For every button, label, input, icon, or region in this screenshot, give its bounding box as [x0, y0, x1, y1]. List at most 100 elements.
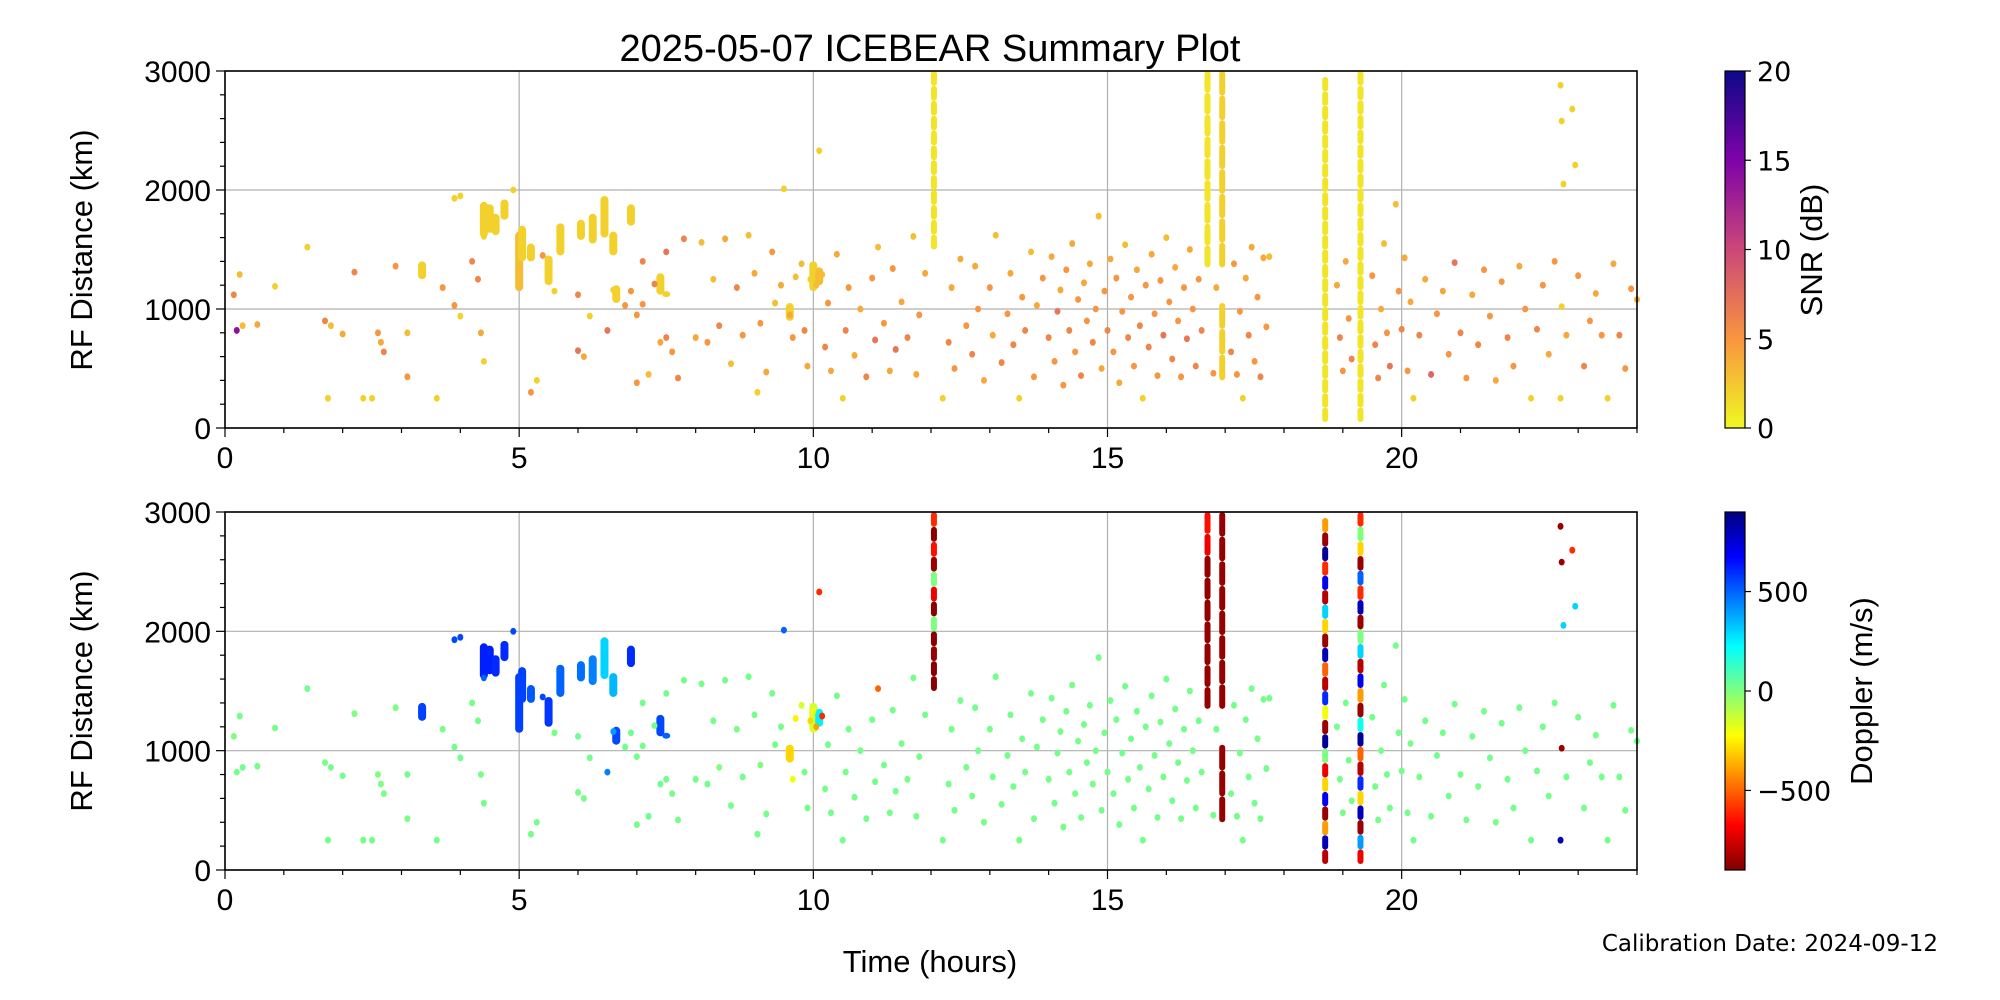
data-point — [763, 810, 770, 818]
data-point — [1398, 767, 1405, 775]
data-point — [798, 701, 805, 709]
data-point — [669, 348, 676, 356]
data-point — [1030, 815, 1037, 823]
cluster-mark — [588, 655, 597, 686]
data-point — [1263, 765, 1270, 772]
data-point — [239, 322, 246, 330]
data-point — [1604, 394, 1611, 402]
data-point — [963, 763, 970, 771]
data-point — [1154, 814, 1161, 821]
data-point — [1039, 716, 1046, 724]
data-point — [1107, 255, 1114, 263]
data-point — [957, 255, 964, 263]
data-point — [904, 775, 911, 783]
data-point — [1598, 773, 1605, 781]
data-point — [1072, 790, 1079, 798]
data-point — [439, 284, 446, 291]
streak-segment — [1219, 684, 1226, 709]
data-point — [1010, 783, 1017, 790]
data-point — [1151, 752, 1158, 759]
data-point — [1233, 812, 1240, 820]
y-tick-label: 3000 — [144, 497, 211, 530]
streak-segment — [930, 130, 937, 146]
streak-segment — [1219, 71, 1226, 96]
data-point — [604, 327, 611, 334]
streak-segment — [1204, 201, 1211, 224]
data-point — [1060, 381, 1067, 389]
data-point — [1213, 725, 1220, 733]
data-point — [304, 243, 311, 251]
streak-segment — [1357, 629, 1364, 645]
data-point — [825, 299, 832, 307]
data-point — [1392, 200, 1399, 208]
data-point — [904, 334, 911, 341]
data-point — [622, 743, 629, 751]
streak-segment — [930, 219, 937, 235]
data-point — [1066, 327, 1073, 334]
data-point — [633, 753, 640, 761]
data-point — [839, 394, 846, 402]
data-point — [1251, 357, 1258, 365]
data-point — [1104, 768, 1111, 776]
cluster-mark — [662, 291, 671, 298]
data-point — [1192, 804, 1199, 812]
streak-segment — [1322, 546, 1329, 562]
y-tick-label: 2000 — [144, 175, 211, 208]
data-point — [533, 818, 540, 826]
streak-segment — [930, 190, 937, 205]
data-point — [1213, 284, 1220, 291]
data-point — [1180, 725, 1187, 733]
data-point — [230, 291, 237, 299]
data-point — [1378, 305, 1385, 313]
x-tick-label: 20 — [1385, 442, 1418, 475]
data-point — [1178, 815, 1185, 823]
cluster-mark — [626, 645, 635, 668]
streak-segment — [1219, 95, 1226, 121]
data-point — [627, 729, 634, 737]
streak-segment — [930, 571, 937, 587]
streak-segment — [1322, 777, 1329, 792]
data-point — [272, 282, 279, 290]
data-point — [663, 775, 670, 783]
data-point — [1395, 287, 1402, 295]
streak-segment — [1357, 556, 1364, 571]
data-point — [551, 729, 558, 737]
data-point — [1404, 809, 1411, 817]
streak-segment — [1322, 120, 1329, 135]
cluster-mark — [544, 696, 553, 727]
streak-segment — [1204, 599, 1211, 622]
streak-segment — [1322, 517, 1329, 533]
data-point — [1433, 752, 1440, 759]
doppler-colorbar-label: Doppler (m/s) — [1844, 597, 1879, 785]
data-point — [1016, 394, 1023, 402]
data-point — [1469, 732, 1476, 740]
streak-segment — [1219, 512, 1226, 537]
data-point — [377, 780, 384, 788]
data-point — [1163, 234, 1170, 242]
data-point — [1498, 278, 1505, 286]
data-point — [833, 692, 840, 700]
data-point — [663, 689, 670, 697]
data-point — [1060, 823, 1067, 831]
data-point — [1557, 522, 1564, 530]
streak-segment — [1357, 585, 1364, 601]
data-point — [739, 331, 746, 339]
data-point — [1198, 327, 1205, 334]
data-point — [272, 724, 279, 732]
data-point — [1128, 293, 1135, 301]
chart-title: 2025-05-07 ICEBEAR Summary Plot — [620, 28, 1241, 70]
colorbar-tick-label: 500 — [1757, 578, 1809, 609]
data-point — [757, 761, 764, 769]
data-point — [1333, 281, 1340, 289]
data-point — [1381, 681, 1388, 689]
streak-segment — [1322, 835, 1329, 850]
data-point — [1122, 682, 1129, 690]
streak-segment — [1357, 85, 1364, 101]
data-point — [992, 673, 999, 681]
streak-segment — [1219, 169, 1226, 194]
streak-segment — [1357, 702, 1364, 718]
snr-panel: 0 5 10 15 20 0 1000 2000 3000 0 5 10 15 20 — [144, 56, 1791, 475]
data-point — [986, 284, 993, 291]
data-point — [1510, 362, 1517, 370]
streak-segment — [1322, 177, 1329, 192]
